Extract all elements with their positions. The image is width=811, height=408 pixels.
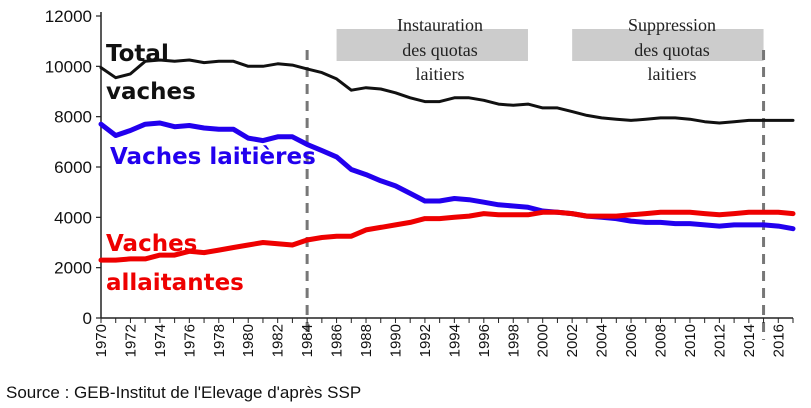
series-label-0-line-0: Total: [106, 41, 169, 67]
y-tick-label: 6000: [54, 158, 92, 177]
annotation-1-line-0: Suppression: [628, 15, 716, 35]
series-lines: [98, 58, 796, 263]
annotation-bands: [336, 29, 764, 61]
quota-event-lines: [305, 50, 766, 340]
x-tick-label: 1970: [93, 324, 110, 357]
x-tick-label: 1972: [122, 324, 139, 357]
x-axis-ticks: 1970 1972 1974 1976 1978 1980 1982 1984 1986 1988…: [93, 318, 794, 357]
annotation-0-line-2: laitiers: [416, 64, 465, 84]
x-tick-label: 2014: [741, 324, 758, 357]
y-tick-label: 0: [83, 309, 92, 328]
annotation-1-line-2: laitiers: [648, 64, 697, 84]
x-tick-label: 2006: [623, 324, 640, 357]
annotation-1-line-1: des quotas: [634, 40, 710, 60]
x-tick-label: 1986: [329, 324, 346, 357]
x-tick-label: 1976: [181, 324, 198, 357]
axes: [100, 12, 793, 319]
x-tick-label: 1974: [152, 324, 169, 357]
series-labels: Total vaches Vaches laitières Vaches allaita…: [106, 41, 316, 296]
y-tick-label: 12000: [45, 7, 92, 26]
x-tick-label: 1982: [270, 324, 287, 357]
y-tick-label: 4000: [54, 208, 92, 227]
x-tick-label: 1998: [505, 324, 522, 357]
x-tick-label: 1994: [446, 324, 463, 357]
x-tick-label: 2010: [682, 324, 699, 357]
x-tick-label: 2012: [711, 324, 728, 357]
source-caption: Source : GEB-Institut de l'Elevage d'apr…: [6, 383, 361, 402]
series-label-2-line-1: allaitantes: [106, 270, 244, 296]
x-tick-label: 2000: [535, 324, 552, 357]
x-tick-label: 1990: [387, 324, 404, 357]
annotation-band-1: [572, 29, 764, 61]
series-line-2: [98, 209, 796, 263]
series-line-0: [99, 58, 795, 125]
annotation-band-0: [336, 29, 528, 61]
series-label-1-line-0: Vaches laitières: [110, 144, 316, 170]
y-tick-label: 2000: [54, 259, 92, 278]
series-label-2-line-0: Vaches: [106, 231, 197, 257]
annotation-0-line-0: Instauration: [397, 15, 483, 35]
x-tick-label: 2004: [594, 324, 611, 357]
x-tick-label: 2008: [652, 324, 669, 357]
y-axis-ticks: 0 2000 4000 6000 8000 10000 12000: [45, 7, 101, 328]
x-tick-label: 1980: [240, 324, 257, 357]
y-tick-label: 10000: [45, 57, 92, 76]
x-tick-label: 1992: [417, 324, 434, 357]
annotation-0-line-1: des quotas: [402, 40, 478, 60]
x-tick-label: 1978: [211, 324, 228, 357]
x-tick-label: 1984: [299, 324, 316, 357]
annotation-texts: Instauration des quotas laitiers Suppressio…: [397, 15, 716, 84]
y-tick-label: 8000: [54, 108, 92, 127]
x-tick-label: 2002: [564, 324, 581, 357]
series-label-0-line-1: vaches: [106, 79, 196, 105]
x-tick-label: 1996: [476, 324, 493, 357]
x-tick-label: 2016: [770, 324, 787, 357]
series-line-1: [98, 120, 796, 232]
x-tick-label: 1988: [358, 324, 375, 357]
